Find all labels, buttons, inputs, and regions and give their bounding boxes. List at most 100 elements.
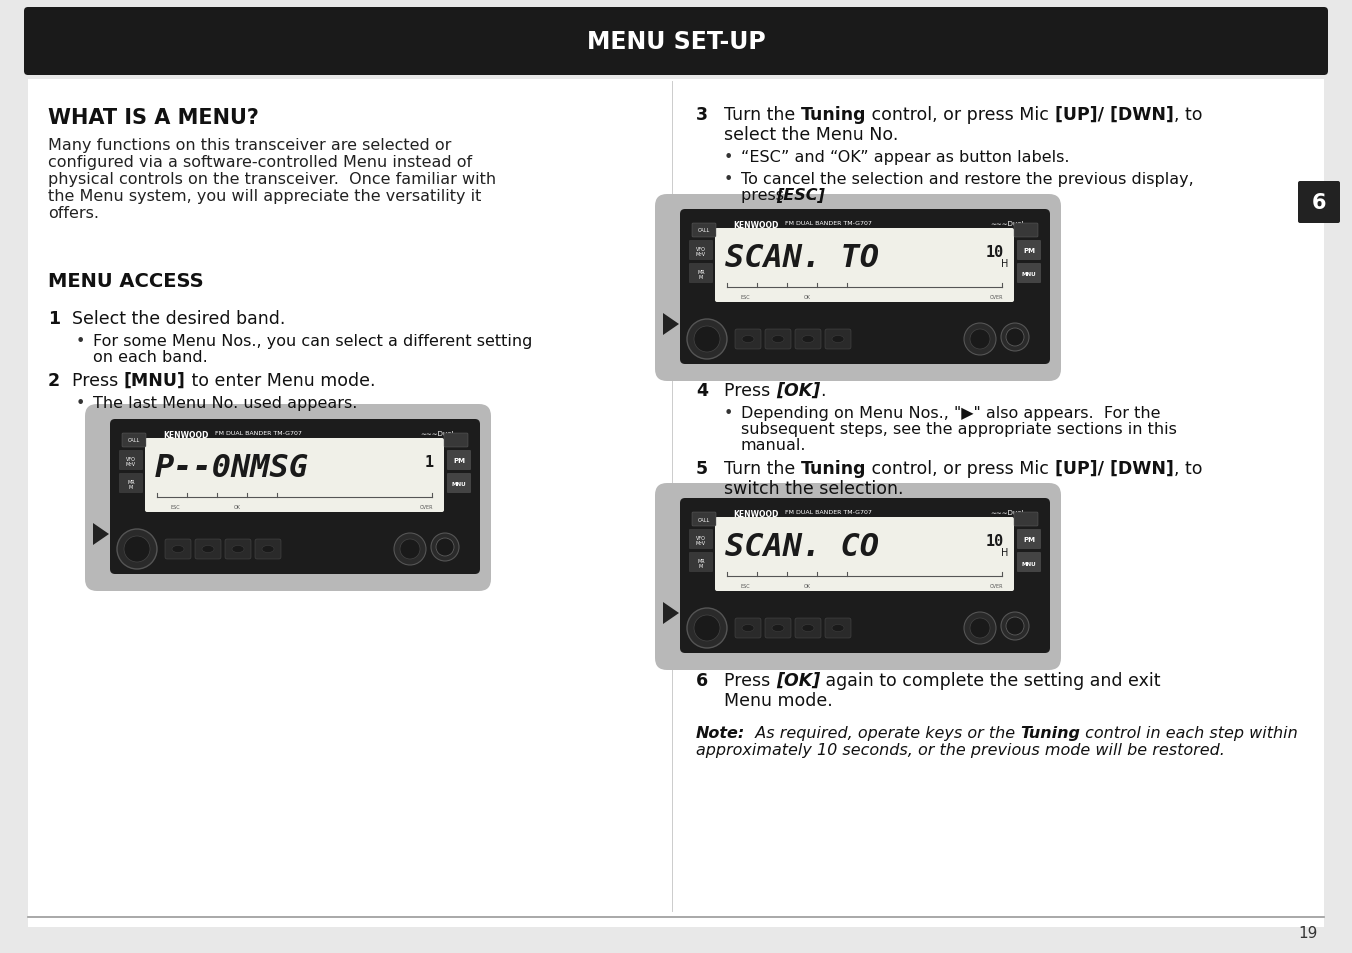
Text: , to: , to <box>1174 106 1202 124</box>
Text: the Menu system, you will appreciate the versatility it: the Menu system, you will appreciate the… <box>49 189 481 204</box>
Text: WHAT IS A MENU?: WHAT IS A MENU? <box>49 108 258 128</box>
Text: •: • <box>76 395 85 411</box>
Text: •: • <box>725 172 733 187</box>
Text: OK: OK <box>803 583 810 588</box>
Circle shape <box>435 538 454 557</box>
Text: 1: 1 <box>425 455 434 470</box>
Text: •: • <box>725 150 733 165</box>
Circle shape <box>964 613 996 644</box>
Circle shape <box>431 534 458 561</box>
Circle shape <box>124 537 150 562</box>
Text: to enter Menu mode.: to enter Menu mode. <box>185 372 375 390</box>
Text: OVER: OVER <box>990 294 1003 299</box>
Ellipse shape <box>772 336 784 343</box>
FancyBboxPatch shape <box>1017 241 1041 261</box>
Text: Select the desired band.: Select the desired band. <box>72 310 285 328</box>
Ellipse shape <box>831 625 844 632</box>
FancyBboxPatch shape <box>110 419 480 575</box>
Text: Tuning: Tuning <box>800 459 867 477</box>
FancyBboxPatch shape <box>654 194 1061 381</box>
Text: CALL: CALL <box>128 438 141 443</box>
Text: PM: PM <box>1023 537 1036 542</box>
Text: VFO
M▿V: VFO M▿V <box>126 456 137 467</box>
Text: .: . <box>821 381 826 399</box>
Text: Tuning: Tuning <box>800 106 867 124</box>
Text: H: H <box>1000 547 1009 558</box>
Text: press: press <box>741 188 790 203</box>
Text: MR
M: MR M <box>127 479 135 490</box>
Ellipse shape <box>802 625 814 632</box>
FancyBboxPatch shape <box>443 434 468 448</box>
FancyBboxPatch shape <box>256 539 281 559</box>
Text: 10: 10 <box>986 245 1005 260</box>
Text: MR
M: MR M <box>698 558 704 569</box>
Text: FM DUAL BANDER TM-G707: FM DUAL BANDER TM-G707 <box>786 510 872 515</box>
Text: As required, operate keys or the: As required, operate keys or the <box>745 725 1021 740</box>
Circle shape <box>687 319 727 359</box>
Text: MENU ACCESS: MENU ACCESS <box>49 272 204 291</box>
Text: KENWOOD: KENWOOD <box>733 221 779 230</box>
FancyBboxPatch shape <box>765 618 791 639</box>
Polygon shape <box>93 523 110 545</box>
Text: “ESC” and “OK” appear as button labels.: “ESC” and “OK” appear as button labels. <box>741 150 1069 165</box>
Text: approximately 10 seconds, or the previous mode will be restored.: approximately 10 seconds, or the previou… <box>696 742 1225 758</box>
Text: Turn the: Turn the <box>725 106 800 124</box>
FancyBboxPatch shape <box>765 330 791 350</box>
Ellipse shape <box>201 546 214 553</box>
Text: FM DUAL BANDER TM-G707: FM DUAL BANDER TM-G707 <box>215 431 301 436</box>
Text: control in each step within: control in each step within <box>1080 725 1298 740</box>
FancyBboxPatch shape <box>145 438 443 513</box>
FancyBboxPatch shape <box>1014 224 1038 237</box>
Text: ESC: ESC <box>170 504 180 510</box>
FancyBboxPatch shape <box>165 539 191 559</box>
Text: 5: 5 <box>696 459 708 477</box>
Text: physical controls on the transceiver.  Once familiar with: physical controls on the transceiver. On… <box>49 172 496 187</box>
Text: 2: 2 <box>49 372 59 390</box>
FancyBboxPatch shape <box>654 483 1061 670</box>
Text: MNU: MNU <box>1022 273 1037 277</box>
Text: 6: 6 <box>1311 193 1326 213</box>
Text: select the Menu No.: select the Menu No. <box>725 126 898 144</box>
Text: [OK]: [OK] <box>776 671 821 689</box>
FancyBboxPatch shape <box>825 618 850 639</box>
FancyBboxPatch shape <box>715 517 1014 592</box>
Circle shape <box>964 324 996 355</box>
Text: MNU: MNU <box>1022 561 1037 566</box>
Text: VFO
M▿V: VFO M▿V <box>696 246 706 257</box>
Text: [UP]/ [DWN]: [UP]/ [DWN] <box>1055 106 1174 124</box>
FancyBboxPatch shape <box>690 530 713 550</box>
FancyBboxPatch shape <box>680 210 1051 365</box>
Text: [ESC]: [ESC] <box>776 188 825 203</box>
Circle shape <box>1000 324 1029 352</box>
Text: Press: Press <box>72 372 124 390</box>
Text: OK: OK <box>234 504 241 510</box>
Text: configured via a software-controlled Menu instead of: configured via a software-controlled Men… <box>49 154 472 170</box>
FancyBboxPatch shape <box>448 474 470 494</box>
Text: OVER: OVER <box>420 504 434 510</box>
Ellipse shape <box>742 336 754 343</box>
Polygon shape <box>662 314 679 335</box>
Text: 1: 1 <box>49 310 59 328</box>
Text: SCAN. TO: SCAN. TO <box>725 243 879 274</box>
FancyBboxPatch shape <box>1298 182 1340 224</box>
FancyBboxPatch shape <box>224 539 251 559</box>
Text: PM: PM <box>1023 248 1036 253</box>
Text: 19: 19 <box>1299 925 1318 941</box>
Text: again to complete the setting and exit: again to complete the setting and exit <box>821 671 1160 689</box>
FancyBboxPatch shape <box>195 539 220 559</box>
Text: Note:: Note: <box>696 725 745 740</box>
Circle shape <box>393 534 426 565</box>
Text: ESC: ESC <box>740 294 750 299</box>
FancyBboxPatch shape <box>692 224 717 237</box>
FancyBboxPatch shape <box>1017 530 1041 550</box>
Text: MNU: MNU <box>452 482 466 487</box>
Text: 10: 10 <box>986 534 1005 548</box>
FancyBboxPatch shape <box>690 241 713 261</box>
FancyBboxPatch shape <box>825 330 850 350</box>
Text: [MNU]: [MNU] <box>124 372 185 390</box>
Text: Turn the: Turn the <box>725 459 800 477</box>
Polygon shape <box>662 602 679 624</box>
Text: OK: OK <box>803 294 810 299</box>
Text: Menu mode.: Menu mode. <box>725 691 833 709</box>
Text: VFO
M▿V: VFO M▿V <box>696 535 706 546</box>
